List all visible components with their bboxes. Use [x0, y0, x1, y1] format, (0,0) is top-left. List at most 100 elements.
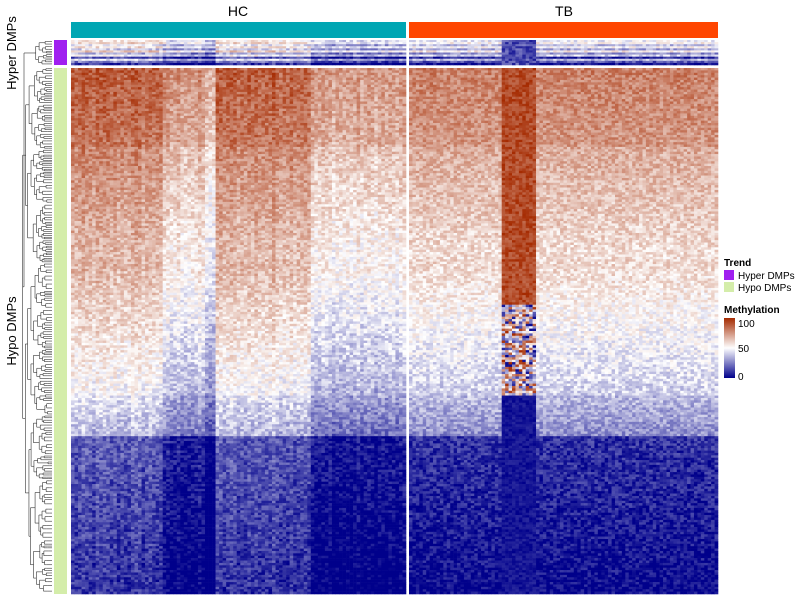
- heatmap-cell: [78, 68, 82, 71]
- heatmap-cell: [588, 40, 592, 42]
- heatmap-cell: [311, 50, 315, 52]
- heatmap-cell: [328, 70, 332, 73]
- heatmap-cell: [201, 63, 205, 65]
- heatmap-cell: [120, 55, 124, 57]
- heatmap-cell: [708, 44, 712, 46]
- heatmap-cell: [212, 75, 216, 78]
- heatmap-cell: [177, 55, 181, 57]
- heatmap-cell: [78, 78, 82, 81]
- heatmap-cell: [258, 63, 262, 65]
- heatmap-cell: [660, 40, 664, 42]
- heatmap-cell: [639, 42, 643, 44]
- heatmap-cell: [708, 55, 712, 57]
- heatmap-cell: [170, 59, 174, 61]
- heatmap-cell: [353, 50, 357, 52]
- heatmap-cell: [481, 44, 485, 46]
- heatmap-cell: [99, 55, 103, 57]
- heatmap-cell: [464, 42, 468, 44]
- heatmap-cell: [502, 48, 506, 50]
- heatmap-cell: [673, 44, 677, 46]
- heatmap-cell: [300, 46, 304, 48]
- heatmap-cell: [240, 48, 244, 50]
- heatmap-cell: [509, 46, 513, 48]
- heatmap-cell: [402, 44, 406, 46]
- heatmap-cell: [515, 44, 519, 46]
- heatmap-cell: [381, 59, 385, 61]
- heatmap-cell: [209, 42, 213, 44]
- heatmap-cell: [219, 59, 223, 61]
- heatmap-cell: [311, 63, 315, 65]
- heatmap-cell: [233, 68, 237, 71]
- heatmap-cell: [325, 42, 329, 44]
- heatmap-cell: [78, 70, 82, 73]
- heatmap-cell: [205, 50, 209, 52]
- heatmap-cell: [177, 50, 181, 52]
- heatmap-cell: [325, 61, 329, 63]
- heatmap-cell: [447, 48, 451, 50]
- row-dendrogram: [23, 41, 52, 591]
- heatmap-cell: [187, 73, 191, 76]
- heatmap-cell: [625, 61, 629, 63]
- heatmap-cell: [318, 75, 322, 78]
- heatmap-cell: [564, 40, 568, 42]
- heatmap-cell: [533, 44, 537, 46]
- heatmap-cell: [173, 44, 177, 46]
- heatmap-cell: [357, 57, 361, 59]
- heatmap-cell: [385, 70, 389, 73]
- heatmap-cell: [286, 53, 290, 55]
- heatmap-cell: [708, 53, 712, 55]
- heatmap-cell: [629, 44, 633, 46]
- heatmap-cell: [134, 78, 138, 81]
- heatmap-cell: [166, 50, 170, 52]
- heatmap-cell: [240, 50, 244, 52]
- heatmap-cell: [159, 55, 163, 57]
- heatmap-cell: [343, 59, 347, 61]
- heatmap-cell: [505, 59, 509, 61]
- heatmap-cell: [419, 50, 423, 52]
- heatmap-cell: [570, 42, 574, 44]
- heatmap-cell: [708, 59, 712, 61]
- heatmap-cell: [642, 48, 646, 50]
- heatmap-cell: [191, 78, 195, 81]
- heatmap-cell: [388, 48, 392, 50]
- heatmap-cell: [286, 48, 290, 50]
- heatmap-cell: [498, 50, 502, 52]
- heatmap-cell: [509, 55, 513, 57]
- heatmap-cell: [237, 40, 241, 42]
- heatmap-cell: [85, 44, 89, 46]
- heatmap-cell: [251, 75, 255, 78]
- heatmap-cell: [96, 68, 100, 71]
- heatmap-cell: [191, 68, 195, 71]
- heatmap-cell: [131, 42, 135, 44]
- heatmap-cell: [378, 70, 382, 73]
- heatmap-cell: [89, 68, 93, 71]
- heatmap-cell: [293, 70, 297, 73]
- heatmap-cell: [402, 53, 406, 55]
- heatmap-cell: [350, 57, 354, 59]
- heatmap-cell: [127, 70, 131, 73]
- heatmap-cell: [219, 50, 223, 52]
- heatmap-cell: [591, 42, 595, 44]
- heatmap-cell: [237, 48, 241, 50]
- heatmap-cell: [82, 57, 86, 59]
- heatmap-cell: [618, 61, 622, 63]
- heatmap-cell: [191, 46, 195, 48]
- heatmap-cell: [467, 57, 471, 59]
- heatmap-cell: [416, 53, 420, 55]
- heatmap-cell: [201, 40, 205, 42]
- heatmap-cell: [145, 50, 149, 52]
- heatmap-cell: [343, 42, 347, 44]
- heatmap-cell: [622, 50, 626, 52]
- heatmap-cell: [612, 57, 616, 59]
- heatmap-cell: [96, 70, 100, 73]
- heatmap-cell: [526, 55, 530, 57]
- heatmap-cell: [409, 53, 413, 55]
- heatmap-cell: [307, 46, 311, 48]
- heatmap-cell: [467, 61, 471, 63]
- heatmap-cell: [268, 61, 272, 63]
- heatmap-cell: [481, 59, 485, 61]
- heatmap-cell: [240, 53, 244, 55]
- heatmap-cell: [646, 61, 650, 63]
- heatmap-cell: [388, 59, 392, 61]
- heatmap-cell: [646, 63, 650, 65]
